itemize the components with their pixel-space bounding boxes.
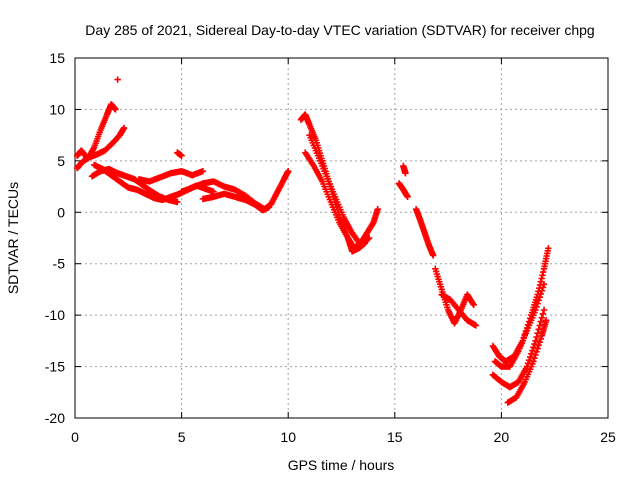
data-point xyxy=(542,317,550,324)
series-track-s xyxy=(491,281,548,370)
y-tick-label: 5 xyxy=(57,153,65,169)
data-point xyxy=(531,340,538,348)
data-point xyxy=(533,333,540,341)
y-axis-label: SDTVAR / TECUs xyxy=(5,182,21,294)
data-point xyxy=(536,293,543,301)
data-point xyxy=(538,314,546,321)
data-point xyxy=(532,337,539,345)
series-track-i xyxy=(199,190,273,214)
data-point xyxy=(536,338,543,346)
plot-frame xyxy=(74,57,609,419)
series-track-l xyxy=(306,131,373,249)
data-point xyxy=(114,76,121,83)
data-point xyxy=(535,297,542,304)
data-point xyxy=(429,252,437,259)
y-tick-label: -20 xyxy=(45,410,65,426)
data-point xyxy=(174,198,181,206)
x-tick-label: 10 xyxy=(280,429,296,445)
data-point xyxy=(540,281,548,288)
x-tick-label: 15 xyxy=(387,429,403,445)
series-track-a xyxy=(73,101,119,162)
data-point xyxy=(534,300,541,307)
series-track-g xyxy=(174,149,185,159)
data-point xyxy=(538,287,546,294)
series-track-f xyxy=(135,167,207,185)
data-point xyxy=(364,235,372,243)
x-tick-label: 5 xyxy=(178,429,186,445)
x-tick-label: 20 xyxy=(494,429,510,445)
data-point xyxy=(528,350,535,357)
y-tick-label: 0 xyxy=(57,204,65,220)
y-tick-label: 10 xyxy=(49,101,65,117)
data-point xyxy=(537,335,545,343)
data-point xyxy=(525,356,533,364)
series-track-n xyxy=(395,180,411,201)
series-track-k xyxy=(302,149,369,255)
data-point xyxy=(120,124,128,132)
x-tick-label: 25 xyxy=(600,429,616,445)
data-point xyxy=(531,355,538,362)
series-track-c xyxy=(114,76,121,83)
data-point xyxy=(530,358,537,365)
series-track-o xyxy=(412,206,437,259)
y-tick-label: 15 xyxy=(49,50,65,66)
series-track-t xyxy=(489,306,548,391)
data-point xyxy=(532,306,539,314)
data-point xyxy=(540,306,548,314)
data-point xyxy=(366,234,373,242)
data-point xyxy=(112,106,119,113)
data-point xyxy=(470,301,477,309)
series-track-u xyxy=(504,317,550,406)
data-point xyxy=(534,345,541,352)
data-point xyxy=(265,203,273,211)
y-tick-label: -15 xyxy=(45,359,65,375)
y-tick-label: -5 xyxy=(53,256,66,272)
data-point xyxy=(178,152,185,159)
data-point xyxy=(402,170,409,177)
data-point xyxy=(529,347,536,354)
data-point xyxy=(199,167,207,175)
data-point xyxy=(530,344,537,351)
data-point xyxy=(526,353,534,361)
series-track-p xyxy=(432,265,477,327)
data-point xyxy=(539,284,547,291)
data-point xyxy=(533,303,540,310)
data-point xyxy=(374,206,381,213)
series-track-m xyxy=(400,162,409,177)
series-track-b xyxy=(73,124,128,172)
chart-title: Day 285 of 2021, Sidereal Day-to-day VTE… xyxy=(85,22,594,38)
data-point xyxy=(535,342,542,349)
data-point xyxy=(472,322,480,329)
data-point xyxy=(285,167,292,175)
data-point xyxy=(545,245,552,252)
data-point xyxy=(539,310,547,318)
data-point xyxy=(404,193,411,201)
data-point xyxy=(533,348,540,355)
x-tick-label: 0 xyxy=(71,429,79,445)
data-point xyxy=(537,290,545,298)
data-points xyxy=(73,76,552,406)
series-track-q xyxy=(438,291,480,329)
y-tick-label: -10 xyxy=(45,307,65,323)
data-point xyxy=(532,351,539,359)
x-axis-label: GPS time / hours xyxy=(288,457,395,473)
